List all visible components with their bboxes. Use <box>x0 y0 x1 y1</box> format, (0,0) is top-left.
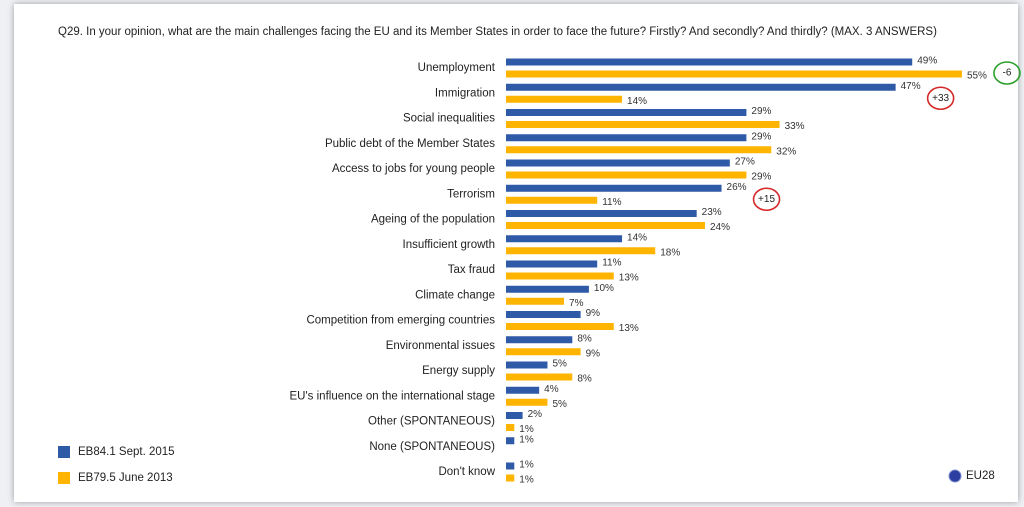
value-label: 1% <box>519 475 534 486</box>
category-label: Immigration <box>435 87 495 99</box>
value-label: 13% <box>619 273 639 284</box>
value-label: 33% <box>785 121 805 132</box>
category-label: Public debt of the Member States <box>325 138 495 150</box>
value-label: 29% <box>751 106 771 117</box>
category-label: Environmental issues <box>386 340 496 352</box>
value-label: 14% <box>627 96 647 107</box>
bar <box>506 348 581 356</box>
annotation: -6 <box>1002 68 1011 79</box>
annotation-circle <box>926 86 955 111</box>
bar <box>506 196 598 204</box>
category-label: Climate change <box>415 289 495 301</box>
region-label: EU28 <box>966 470 995 482</box>
bar <box>506 336 573 344</box>
legend-swatch <box>58 472 70 484</box>
bar <box>506 134 747 142</box>
bar <box>506 285 589 293</box>
annotation-circle <box>752 187 781 212</box>
bar <box>506 373 573 381</box>
bar <box>506 146 772 154</box>
value-label: 55% <box>967 71 987 82</box>
category-label: None (SPONTANEOUS) <box>369 441 495 453</box>
value-label: 29% <box>751 131 771 142</box>
value-label: 8% <box>577 333 592 344</box>
bar <box>506 462 515 470</box>
annotation: +15 <box>758 194 775 205</box>
bar <box>506 386 540 394</box>
bar <box>506 247 656 255</box>
bar <box>506 210 697 217</box>
bar <box>506 121 780 128</box>
category-label: Access to jobs for young people <box>332 163 495 175</box>
bar <box>506 474 515 482</box>
bar <box>506 171 747 179</box>
value-label: 4% <box>544 384 559 395</box>
bar <box>506 235 623 243</box>
value-label: 13% <box>619 323 639 334</box>
value-label: 1% <box>519 424 534 435</box>
value-label: 29% <box>751 172 771 183</box>
value-label: 5% <box>552 359 567 370</box>
value-label: 10% <box>594 283 614 294</box>
value-label: 49% <box>917 56 937 67</box>
category-label: EU's influence on the international stag… <box>290 390 496 402</box>
chart-title: Q29. In your opinion, what are the main … <box>58 26 937 38</box>
value-label: 24% <box>710 222 730 233</box>
bar <box>506 222 705 229</box>
annotation-circle <box>993 61 1021 85</box>
category-label: Unemployment <box>418 62 496 74</box>
category-label: Ageing of the population <box>371 214 495 226</box>
value-label: 7% <box>569 298 584 309</box>
value-label: 26% <box>727 182 747 193</box>
legend-swatch <box>58 446 70 458</box>
bar <box>506 297 565 305</box>
bar <box>506 83 896 91</box>
value-label: 11% <box>602 258 621 269</box>
bar <box>506 58 913 66</box>
value-label: 9% <box>586 308 601 319</box>
bar <box>506 184 722 192</box>
value-label: 1% <box>519 460 534 471</box>
bar <box>506 159 730 167</box>
annotation: +33 <box>932 93 949 104</box>
value-label: 1% <box>519 434 534 445</box>
value-label: 47% <box>901 81 921 92</box>
bar <box>506 361 548 369</box>
value-label: 9% <box>586 348 601 359</box>
bar <box>506 323 614 330</box>
value-label: 8% <box>577 374 592 385</box>
bar <box>506 437 515 445</box>
bar <box>506 109 747 116</box>
bar <box>506 412 523 419</box>
legend-label: EB79.5 June 2013 <box>78 472 173 484</box>
category-label: Don't know <box>438 466 495 478</box>
value-label: 27% <box>735 157 755 168</box>
category-label: Insufficient growth <box>403 239 495 251</box>
bar <box>506 272 614 280</box>
bar <box>506 311 581 318</box>
category-label: Energy supply <box>422 365 495 377</box>
value-label: 23% <box>702 207 722 218</box>
value-label: 14% <box>627 232 647 243</box>
category-label: Terrorism <box>447 188 495 200</box>
value-label: 2% <box>528 409 543 420</box>
value-label: 5% <box>552 399 567 410</box>
legend-label: EB84.1 Sept. 2015 <box>78 446 175 458</box>
value-label: 32% <box>776 146 796 157</box>
bar <box>506 398 548 406</box>
bar <box>506 70 962 78</box>
category-label: Social inequalities <box>403 113 495 125</box>
category-label: Competition from emerging countries <box>306 315 495 327</box>
bar <box>506 424 515 431</box>
bar <box>506 95 623 103</box>
category-label: Other (SPONTANEOUS) <box>368 416 495 428</box>
region-icon <box>948 469 962 483</box>
value-label: 18% <box>660 247 680 258</box>
value-label: 11% <box>602 197 621 208</box>
category-label: Tax fraud <box>448 264 495 276</box>
bar <box>506 260 598 268</box>
